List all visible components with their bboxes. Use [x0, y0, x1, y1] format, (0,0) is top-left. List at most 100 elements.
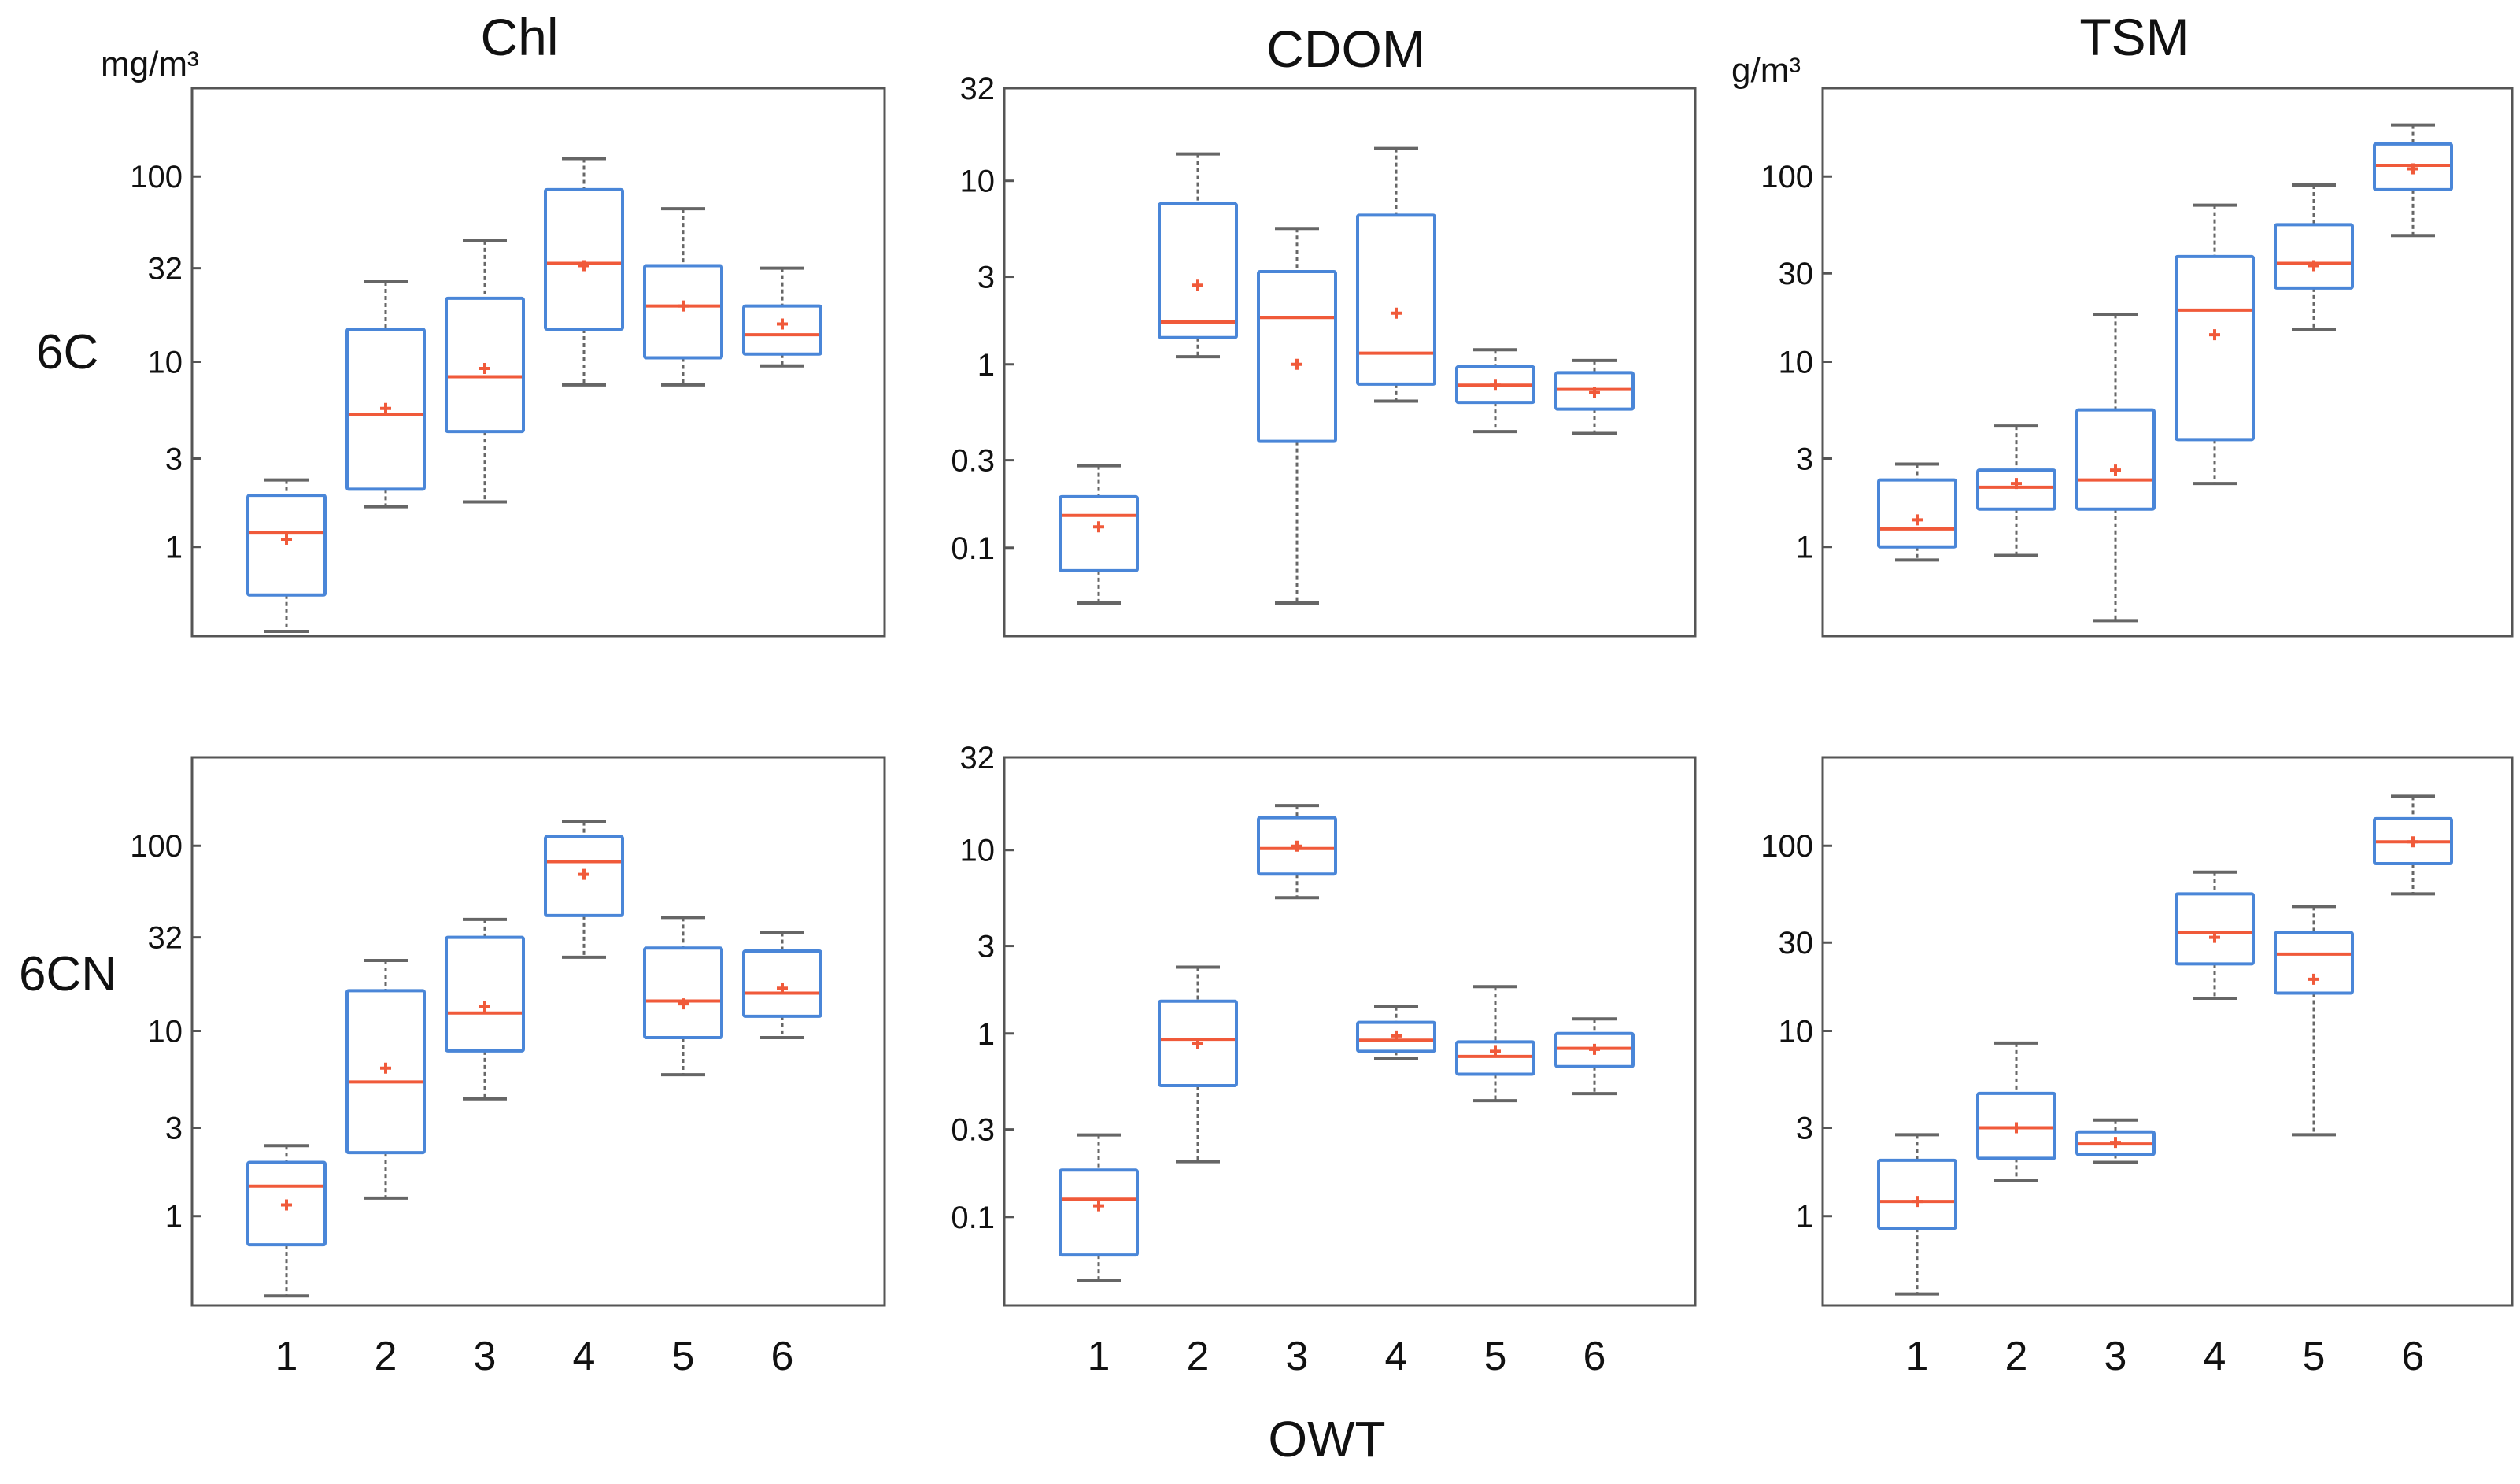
- box-6: [1554, 1017, 1635, 1096]
- y-tick-label: 0.1: [951, 1201, 995, 1235]
- mean-marker: [1192, 279, 1203, 291]
- iqr-box: [2373, 816, 2453, 866]
- x-tick-label: 2: [375, 1334, 397, 1379]
- box-3: [2075, 1118, 2156, 1164]
- mean-marker: [2110, 1137, 2121, 1149]
- iqr-box: [1257, 270, 1337, 443]
- box-6: [2373, 794, 2453, 896]
- box-2: [345, 280, 426, 509]
- panel-tsm-6cn: 1 3 10 30 100 1 2 3 4 5 6: [1761, 756, 2514, 1379]
- box-3: [445, 239, 525, 504]
- y-tick-label: 3: [1796, 1111, 1813, 1145]
- x-tick-label: 1: [1906, 1334, 1929, 1379]
- mean-marker: [678, 300, 689, 312]
- box-2: [1158, 965, 1238, 1164]
- mean-marker: [1490, 379, 1501, 391]
- y-tick-label: 3: [977, 261, 995, 295]
- x-tick-label: 4: [1385, 1334, 1408, 1379]
- mean-marker: [2209, 931, 2220, 943]
- y-tick-label: 30: [1779, 926, 1814, 960]
- mean-marker: [380, 402, 391, 414]
- y-tick-label: 100: [1761, 160, 1813, 194]
- iqr-box: [1158, 202, 1238, 339]
- x-tick-label: 4: [573, 1334, 596, 1379]
- y-tick-label: 10: [960, 165, 996, 199]
- y-tick-label: 1: [977, 1017, 995, 1052]
- iqr-box: [2373, 142, 2453, 191]
- y-tick-label: 0.3: [951, 444, 995, 479]
- box-4: [544, 157, 624, 387]
- box-5: [1455, 348, 1535, 434]
- mean-marker: [1291, 358, 1302, 370]
- box-1: [246, 478, 327, 633]
- mean-marker: [578, 868, 589, 880]
- mean-marker: [281, 533, 292, 545]
- iqr-box: [2274, 931, 2354, 995]
- box-1: [1059, 464, 1139, 605]
- box-2: [1976, 424, 2056, 557]
- x-tick-label: 6: [1583, 1334, 1606, 1379]
- iqr-box: [1455, 365, 1535, 405]
- iqr-box: [1554, 371, 1635, 411]
- y-tick-label: 100: [130, 829, 183, 864]
- iqr-box: [643, 946, 723, 1040]
- row-label-6cn: 6CN: [19, 947, 116, 1001]
- box-6: [1554, 358, 1635, 435]
- x-tick-label: 4: [2204, 1334, 2226, 1379]
- box-2: [345, 959, 426, 1200]
- mean-marker: [578, 260, 589, 272]
- box-1: [246, 1144, 327, 1298]
- mean-marker: [777, 318, 788, 330]
- box-3: [2075, 313, 2156, 623]
- x-tick-label: 3: [474, 1334, 497, 1379]
- box-4: [1356, 146, 1436, 403]
- box-1: [1059, 1133, 1139, 1282]
- iqr-box: [544, 835, 624, 917]
- x-axis-title: OWT: [1268, 1411, 1385, 1467]
- y-tick-label: 30: [1779, 257, 1814, 291]
- mean-marker: [1291, 840, 1302, 852]
- mean-marker: [479, 1001, 490, 1012]
- box-3: [445, 917, 525, 1101]
- mean-marker: [1912, 514, 1923, 526]
- mean-marker: [1093, 521, 1104, 533]
- y-tick-label: 10: [1779, 1014, 1814, 1049]
- mean-marker: [2407, 836, 2418, 848]
- box-6: [742, 266, 822, 368]
- box-4: [1356, 1005, 1436, 1060]
- box-5: [2274, 183, 2354, 331]
- mean-marker: [678, 998, 689, 1010]
- iqr-box: [445, 296, 525, 434]
- box-6: [742, 931, 822, 1040]
- iqr-box: [1356, 213, 1436, 386]
- row-label-6c: 6C: [36, 325, 98, 379]
- y-tick-label: 32: [960, 72, 996, 106]
- y-tick-label: 1: [1796, 531, 1813, 565]
- x-tick-label: 5: [672, 1334, 695, 1379]
- panel-chl-6cn: 1 3 10 32 100 1 2 3 4 5 6: [130, 756, 886, 1379]
- iqr-box: [1877, 478, 1957, 549]
- title-tsm: TSM: [2079, 8, 2189, 66]
- x-tick-label: 3: [2104, 1334, 2127, 1379]
- panel-cdom-6c: 0.1 0.3 1 3 10 32: [951, 72, 1697, 638]
- iqr-box: [1877, 1158, 1957, 1230]
- mean-marker: [1391, 307, 1402, 319]
- box-1: [1877, 462, 1957, 562]
- mean-marker: [2011, 478, 2022, 490]
- x-tick-label: 1: [275, 1334, 298, 1379]
- y-tick-label: 0.1: [951, 531, 995, 566]
- unit-label-chl: mg/m³: [101, 45, 199, 83]
- x-tick-label: 3: [1286, 1334, 1309, 1379]
- y-tick-label: 3: [977, 930, 995, 964]
- mean-marker: [380, 1062, 391, 1074]
- title-cdom: CDOM: [1266, 20, 1425, 78]
- mean-marker: [1093, 1200, 1104, 1212]
- mean-marker: [281, 1199, 292, 1211]
- mean-marker: [2308, 260, 2319, 272]
- y-tick-label: 1: [165, 1200, 183, 1234]
- y-tick-label: 3: [165, 1111, 183, 1145]
- mean-marker: [2011, 1122, 2022, 1134]
- mean-marker: [1192, 1038, 1203, 1049]
- box-5: [2274, 905, 2354, 1137]
